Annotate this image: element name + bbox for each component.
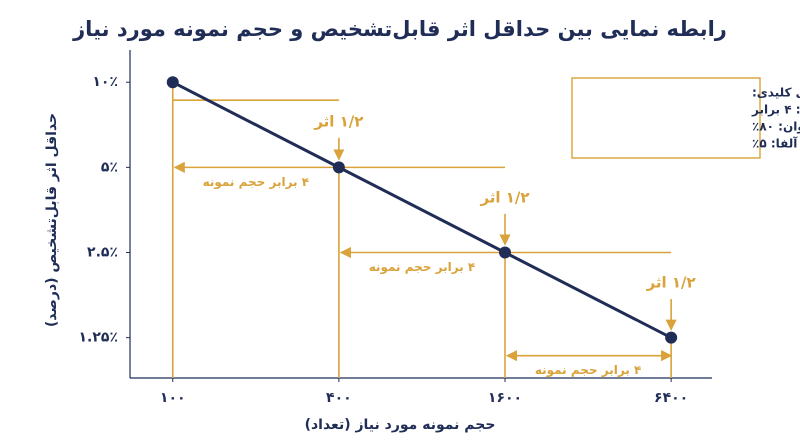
parameters-box: پارامترهای آماری کلیدی: ضریب: ۴ برابر تو… xyxy=(571,77,800,159)
y-tick-label: ۲.۵٪ xyxy=(87,245,118,261)
chart-title: رابطه نمایی بین حداقل اثر قابل‌تشخیص و ح… xyxy=(72,17,727,41)
x-tick-label: ۶۴۰۰ xyxy=(654,390,688,406)
x-axis-label: حجم نمونه مورد نیاز (تعداد) xyxy=(305,417,496,433)
data-point xyxy=(166,76,179,89)
effect-label: ۱/۲ اثر xyxy=(313,112,363,130)
y-tick-label: ۱.۲۵٪ xyxy=(79,330,119,346)
data-line xyxy=(172,80,672,339)
parameter-item: آلفا: ۵٪ xyxy=(752,136,798,151)
sample-label: ۴ برابر حجم نمونه xyxy=(535,363,641,378)
effect-label: ۱/۲ اثر xyxy=(646,274,696,292)
parameter-item: ضریب: ۴ برابر xyxy=(751,103,800,117)
data-point xyxy=(332,161,345,174)
x-tick-label: ۱۰۰ xyxy=(160,390,186,406)
y-axis-label: حداقل اثر قابل‌تشخیص (درصد) xyxy=(44,113,60,327)
parameters-frame xyxy=(571,77,761,159)
data-point xyxy=(665,331,678,344)
y-tick-label: ۱۰٪ xyxy=(92,74,118,90)
parameters-title: پارامترهای آماری کلیدی: xyxy=(752,85,800,100)
sample-label: ۴ برابر حجم نمونه xyxy=(369,260,475,275)
data-point xyxy=(499,246,512,259)
y-tick-label: ۵٪ xyxy=(101,159,118,175)
parameter-item: توان: ۸۰٪ xyxy=(752,120,800,135)
x-tick-label: ۴۰۰ xyxy=(326,390,352,406)
x-tick-label: ۱۶۰۰ xyxy=(488,390,522,406)
effect-label: ۱/۲ اثر xyxy=(479,188,529,206)
sample-label: ۴ برابر حجم نمونه xyxy=(203,175,309,190)
